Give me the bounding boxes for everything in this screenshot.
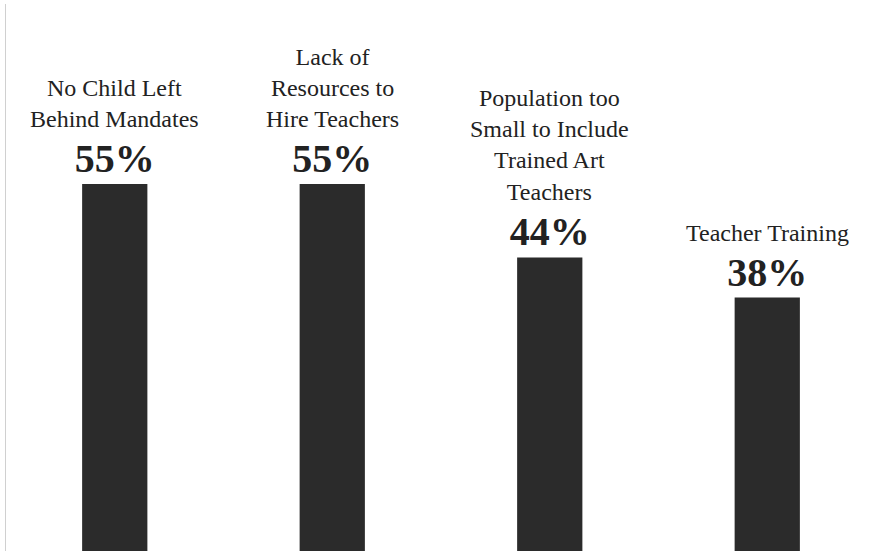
svg-text:Teacher Training: Teacher Training <box>686 220 849 246</box>
svg-text:55%: 55% <box>75 136 155 181</box>
svg-text:No Child LeftBehind Mandates: No Child LeftBehind Mandates <box>30 75 199 132</box>
svg-text:Population tooSmall to Include: Population tooSmall to IncludeTrained Ar… <box>470 85 629 205</box>
svg-text:44%: 44% <box>510 209 590 254</box>
svg-text:55%: 55% <box>292 136 372 181</box>
svg-text:38%: 38% <box>727 250 807 295</box>
svg-text:Lack ofResources toHire Teache: Lack ofResources toHire Teachers <box>266 44 399 132</box>
